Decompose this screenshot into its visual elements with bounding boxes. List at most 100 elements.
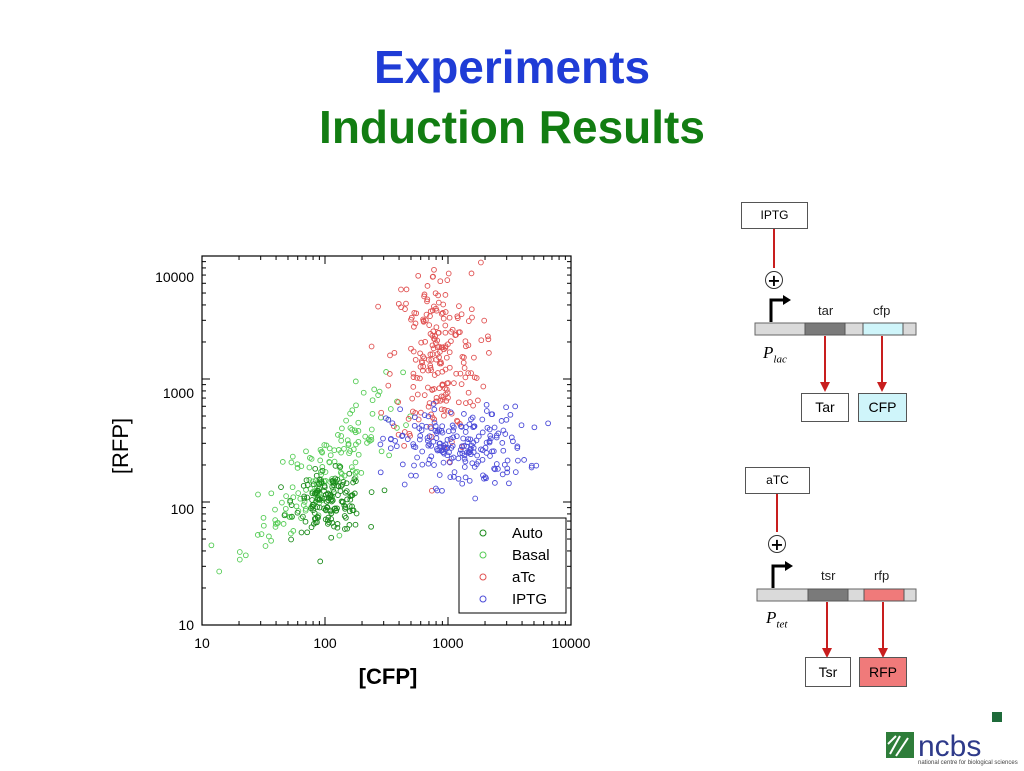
data-point-basal <box>345 440 352 447</box>
data-point-auto <box>312 465 319 472</box>
data-point-iptg <box>424 435 431 441</box>
data-point-auto <box>352 521 359 528</box>
data-point-basal <box>279 459 286 465</box>
data-point-atc <box>431 266 437 273</box>
data-point-iptg <box>495 466 501 472</box>
data-point-atc <box>468 306 475 313</box>
data-point-iptg <box>461 464 468 470</box>
data-point-atc <box>463 400 469 406</box>
data-point-auto <box>335 483 342 490</box>
data-point-auto <box>350 479 356 486</box>
data-point-iptg <box>458 423 464 430</box>
data-point-atc <box>412 320 419 327</box>
data-point-iptg <box>380 435 386 442</box>
data-point-iptg <box>472 495 479 502</box>
data-point-iptg <box>481 475 487 482</box>
data-point-auto <box>321 484 328 491</box>
data-point-atc <box>485 333 491 340</box>
data-point-basal <box>282 505 289 512</box>
data-point-iptg <box>451 469 458 475</box>
data-point-iptg <box>377 469 384 476</box>
data-point-atc <box>410 408 416 415</box>
data-point-basal <box>326 445 333 452</box>
data-point-atc <box>420 363 427 370</box>
data-point-basal <box>280 521 287 527</box>
promoter-letter: P <box>766 608 777 627</box>
data-point-iptg <box>512 403 519 410</box>
data-point-iptg <box>491 424 498 431</box>
data-point-auto <box>308 505 314 512</box>
data-point-atc <box>454 418 461 425</box>
data-point-basal <box>346 450 352 457</box>
data-point-basal <box>400 369 406 376</box>
data-point-atc <box>429 387 435 393</box>
data-point-basal <box>343 417 349 424</box>
data-point-basal <box>236 549 243 555</box>
data-point-iptg <box>493 461 500 467</box>
logo-tagline: national centre for biological sciences <box>918 760 1018 766</box>
promoter-subscript: tet <box>776 618 788 631</box>
data-point-iptg <box>502 431 509 437</box>
legend-marker-basal <box>479 551 487 559</box>
data-point-iptg <box>487 453 493 459</box>
data-point-iptg <box>469 460 476 467</box>
data-point-basal <box>338 437 345 444</box>
data-point-iptg <box>408 472 414 479</box>
data-point-basal <box>369 397 376 404</box>
data-point-iptg <box>462 429 469 435</box>
data-point-iptg <box>436 472 443 478</box>
data-point-basal <box>368 426 375 433</box>
data-point-basal <box>317 457 324 464</box>
data-point-atc <box>468 370 474 376</box>
data-point-auto <box>301 493 308 500</box>
data-point-iptg <box>480 472 486 479</box>
data-point-atc <box>386 371 393 377</box>
data-point-basal <box>355 438 362 445</box>
data-point-iptg <box>466 421 473 428</box>
data-point-atc <box>423 317 429 324</box>
data-point-basal <box>386 452 392 459</box>
data-point-iptg <box>444 452 451 459</box>
data-point-iptg <box>470 445 477 451</box>
data-point-iptg <box>487 432 494 439</box>
data-point-auto <box>343 488 350 494</box>
data-point-atc <box>465 370 472 376</box>
data-point-basal <box>355 419 362 426</box>
data-point-basal <box>378 448 385 455</box>
data-point-atc <box>449 326 456 333</box>
data-point-basal <box>294 465 301 471</box>
data-point-auto <box>329 497 336 504</box>
data-point-auto <box>325 514 332 521</box>
data-point-iptg <box>518 422 525 429</box>
data-point-atc <box>411 323 417 330</box>
data-point-iptg <box>461 455 468 462</box>
data-point-atc <box>417 350 423 357</box>
data-point-iptg <box>515 457 521 464</box>
legend-marker-auto <box>479 529 487 537</box>
data-point-atc <box>410 348 417 355</box>
data-point-auto <box>328 534 335 541</box>
data-point-atc <box>457 329 463 335</box>
data-point-atc <box>427 351 434 358</box>
data-point-auto <box>347 493 354 499</box>
promoter-label-tet: Ptet <box>766 608 787 630</box>
legend-marker-atc <box>479 573 487 581</box>
data-point-atc <box>437 397 444 404</box>
data-point-auto <box>318 477 324 483</box>
data-point-iptg <box>433 485 439 492</box>
gene-label-tsr: tsr <box>821 568 836 583</box>
data-point-iptg <box>504 465 511 472</box>
arrowhead-tar <box>820 382 830 392</box>
data-point-basal <box>268 537 274 544</box>
data-point-iptg <box>489 411 496 418</box>
data-point-auto <box>328 516 334 522</box>
data-point-iptg <box>459 480 466 487</box>
data-point-auto <box>346 522 353 528</box>
data-point-atc <box>441 407 448 413</box>
gene-block-cfp <box>862 322 904 336</box>
data-point-iptg <box>474 452 480 459</box>
data-point-basal <box>306 464 313 471</box>
data-point-auto <box>287 497 294 504</box>
data-point-basal <box>293 503 300 510</box>
